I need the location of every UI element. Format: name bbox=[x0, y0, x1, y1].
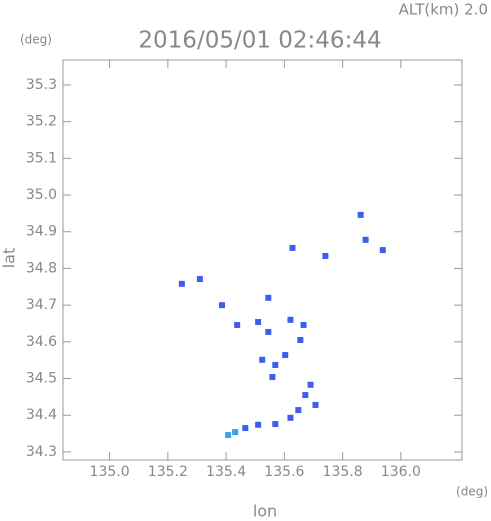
echo bbox=[219, 302, 226, 309]
echo bbox=[265, 328, 272, 335]
y-tick-label: 35.1 bbox=[26, 150, 57, 166]
x-tick-label: 135.2 bbox=[148, 464, 188, 480]
echo bbox=[322, 252, 329, 259]
echo bbox=[297, 337, 304, 343]
echo bbox=[282, 352, 289, 359]
y-tick-label: 34.6 bbox=[26, 334, 57, 350]
echo bbox=[312, 401, 319, 408]
echo bbox=[287, 414, 294, 421]
echo bbox=[362, 236, 369, 243]
echo bbox=[300, 321, 307, 328]
x-tick-label: 135.4 bbox=[206, 464, 246, 480]
echo bbox=[232, 429, 239, 436]
echo bbox=[255, 421, 262, 428]
echo bbox=[269, 374, 276, 381]
echo bbox=[265, 294, 272, 301]
y-label: lat bbox=[0, 248, 19, 269]
echo bbox=[272, 361, 279, 368]
y-tick-label: 34.7 bbox=[26, 297, 57, 313]
y-tick-label: 35.2 bbox=[26, 114, 57, 130]
y-tick-label: 35.0 bbox=[26, 187, 57, 203]
y-tick-label: 34.8 bbox=[26, 260, 57, 276]
x-tick-label: 135.0 bbox=[90, 464, 130, 480]
echo bbox=[242, 425, 249, 432]
y-tick-label: 34.3 bbox=[26, 444, 57, 460]
echo bbox=[357, 211, 364, 218]
echo bbox=[234, 321, 241, 328]
echo bbox=[287, 316, 294, 323]
echo bbox=[259, 356, 266, 363]
echo bbox=[379, 247, 386, 254]
y-tick-label: 34.4 bbox=[26, 407, 57, 423]
echo bbox=[272, 421, 279, 428]
echo bbox=[302, 392, 309, 399]
echo bbox=[196, 276, 203, 283]
altitude: ALT(km) 2.0 bbox=[399, 1, 488, 19]
plot-frame bbox=[62, 59, 463, 461]
echo bbox=[178, 280, 185, 287]
echo bbox=[289, 244, 296, 251]
y-tick-label: 35.3 bbox=[26, 77, 57, 93]
y-unit: (deg) bbox=[20, 33, 52, 47]
y-tick-label: 34.5 bbox=[26, 371, 57, 387]
x-tick-label: 135.6 bbox=[264, 464, 304, 480]
echo bbox=[295, 407, 302, 414]
echo bbox=[307, 381, 314, 388]
echo bbox=[255, 319, 262, 326]
y-tick-label: 34.9 bbox=[26, 224, 57, 240]
x-unit: (deg) bbox=[456, 485, 488, 499]
x-tick-label: 136.0 bbox=[381, 464, 421, 480]
x-tick-label: 135.8 bbox=[323, 464, 363, 480]
x-label: lon bbox=[253, 502, 277, 521]
echo bbox=[225, 432, 232, 439]
chart-title: 2016/05/01 02:46:44 bbox=[138, 28, 381, 54]
